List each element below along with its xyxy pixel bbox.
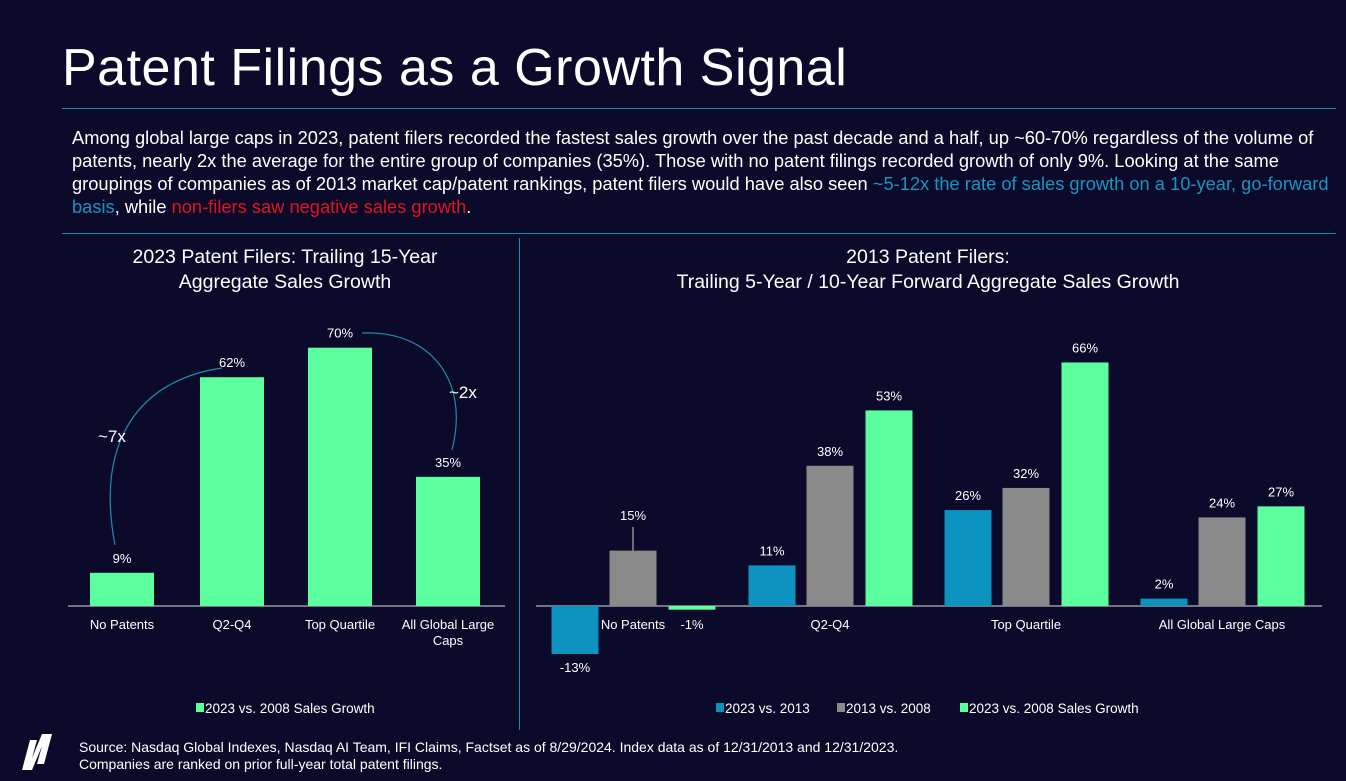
- data-label: -13%: [560, 660, 591, 675]
- data-label: 38%: [817, 444, 843, 459]
- data-label: 66%: [1072, 340, 1098, 355]
- data-label: 70%: [327, 326, 353, 341]
- annotation-2x: ~2x: [449, 383, 477, 402]
- bar: [807, 466, 854, 606]
- bar: [1141, 599, 1188, 606]
- legend-label: 2023 vs. 2008 Sales Growth: [969, 701, 1139, 716]
- data-label: 62%: [219, 355, 245, 370]
- legend-label: 2013 vs. 2008: [846, 701, 931, 716]
- bar: [308, 348, 372, 606]
- bar: [1258, 506, 1305, 606]
- bar: [749, 565, 796, 606]
- data-label: 24%: [1209, 495, 1235, 510]
- legend-label: 2023 vs. 2013: [725, 701, 810, 716]
- annotation-7x: ~7x: [98, 427, 126, 446]
- category-label: No Patents: [601, 617, 666, 632]
- category-label: All Global Large: [402, 617, 495, 632]
- category-label: Caps: [433, 633, 464, 648]
- bar: [669, 606, 716, 610]
- right-chart-title-2: Trailing 5-Year / 10-Year Forward Aggreg…: [677, 271, 1180, 293]
- legend-swatch: [837, 703, 845, 712]
- data-label: 11%: [759, 543, 784, 558]
- category-label: Top Quartile: [305, 617, 375, 632]
- data-label: -1%: [680, 617, 704, 632]
- category-label: Q2-Q4: [212, 617, 251, 632]
- data-label: 53%: [876, 388, 902, 403]
- bar: [1062, 362, 1109, 606]
- category-label: Q2-Q4: [810, 617, 849, 632]
- data-label: 27%: [1268, 484, 1294, 499]
- category-label: No Patents: [90, 617, 155, 632]
- source-note: Source: Nasdaq Global Indexes, Nasdaq AI…: [79, 739, 898, 773]
- bar: [1003, 488, 1050, 606]
- legend-swatch: [196, 703, 204, 712]
- data-label: 2%: [1155, 577, 1174, 592]
- bar: [90, 573, 154, 606]
- left-chart-title-1: 2023 Patent Filers: Trailing 15-Year: [133, 246, 438, 268]
- left-chart-title-2: Aggregate Sales Growth: [179, 271, 391, 293]
- data-label: 26%: [955, 488, 981, 503]
- data-label: 9%: [113, 551, 132, 566]
- data-label: 32%: [1013, 466, 1039, 481]
- bar: [945, 510, 992, 606]
- bar: [200, 377, 264, 606]
- data-label: 15%: [620, 508, 646, 523]
- bar: [610, 551, 657, 606]
- arc-2x: [362, 333, 456, 450]
- legend-label: 2023 vs. 2008 Sales Growth: [205, 701, 375, 716]
- source-line-2: Companies are ranked on prior full-year …: [79, 756, 898, 773]
- bar: [416, 477, 480, 606]
- legend-swatch: [716, 703, 724, 712]
- bar: [866, 410, 913, 606]
- legend-swatch: [960, 703, 968, 712]
- category-label: Top Quartile: [991, 617, 1061, 632]
- nasdaq-logo: [20, 732, 54, 772]
- bar: [1199, 517, 1246, 606]
- category-label: All Global Large Caps: [1159, 617, 1286, 632]
- data-label: 35%: [435, 455, 461, 470]
- source-line-1: Source: Nasdaq Global Indexes, Nasdaq AI…: [79, 739, 898, 756]
- bar: [552, 606, 599, 654]
- right-chart-title-1: 2013 Patent Filers:: [846, 246, 1010, 268]
